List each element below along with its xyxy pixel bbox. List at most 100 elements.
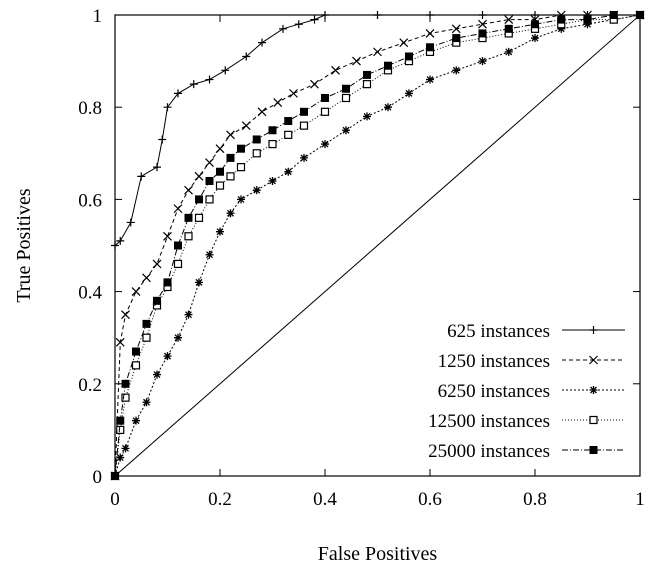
data-point	[399, 38, 409, 48]
data-point	[215, 181, 225, 190]
data-point	[241, 121, 251, 131]
series-6250-instances	[111, 11, 644, 480]
data-point	[583, 15, 592, 24]
y-tick-label: 0.6	[78, 190, 102, 211]
x-axis-label: False Positives	[318, 543, 438, 565]
data-point	[341, 93, 351, 103]
data-point	[342, 126, 350, 135]
data-point	[173, 204, 183, 214]
legend-marker	[589, 326, 598, 334]
data-point	[299, 121, 309, 130]
data-point	[184, 232, 193, 241]
data-point	[352, 56, 361, 66]
data-point	[194, 213, 204, 222]
data-point	[284, 130, 293, 139]
data-point	[321, 93, 329, 102]
x-tick-label: 0.2	[208, 489, 232, 510]
data-point	[174, 89, 182, 98]
data-point	[184, 213, 193, 222]
data-point	[504, 24, 513, 33]
data-point	[126, 218, 135, 227]
data-point	[268, 176, 277, 185]
data-point	[158, 135, 167, 144]
data-point	[362, 80, 372, 89]
y-tick-label: 0.4	[78, 283, 102, 304]
series-layer	[110, 10, 645, 481]
legend-label: 625 instances	[447, 321, 550, 342]
data-point	[153, 163, 161, 172]
series-25000-instances	[111, 11, 644, 480]
data-point	[425, 29, 435, 38]
data-point	[557, 24, 566, 33]
data-point	[163, 103, 172, 112]
data-point	[115, 337, 125, 347]
data-point	[205, 75, 214, 84]
data-point	[373, 47, 382, 57]
data-point	[163, 231, 172, 241]
data-point	[121, 444, 130, 453]
data-point	[451, 24, 461, 34]
data-point	[184, 185, 193, 195]
data-point	[215, 144, 225, 154]
data-point	[363, 112, 371, 121]
data-point	[384, 61, 392, 70]
data-point	[137, 172, 146, 181]
y-tick-label: 0.2	[78, 375, 102, 396]
data-point	[342, 84, 350, 93]
legend-label: 1250 instances	[438, 351, 550, 372]
data-point	[153, 370, 161, 379]
data-point	[405, 89, 413, 98]
data-point	[289, 88, 298, 98]
data-point	[557, 15, 566, 24]
data-point	[189, 80, 198, 89]
data-point	[116, 453, 125, 462]
data-point	[226, 172, 235, 181]
series-line	[114, 14, 640, 477]
legend-marker	[589, 355, 598, 365]
data-point	[478, 19, 487, 29]
data-point	[242, 52, 251, 61]
data-point	[121, 310, 130, 320]
data-point	[531, 34, 539, 43]
x-tick-label: 0.6	[418, 489, 442, 510]
data-point	[284, 167, 293, 176]
data-point	[258, 38, 266, 47]
data-point	[132, 416, 140, 425]
data-point	[504, 47, 513, 56]
data-point	[153, 296, 161, 305]
data-point	[174, 333, 182, 342]
data-point	[252, 186, 261, 195]
data-point	[121, 379, 130, 388]
data-point	[252, 135, 261, 144]
data-point	[478, 29, 487, 38]
data-point	[205, 250, 214, 259]
data-point	[300, 153, 308, 162]
legend-marker	[589, 415, 598, 425]
data-point	[300, 107, 308, 116]
data-point	[320, 107, 330, 116]
data-point	[142, 333, 151, 342]
data-point	[504, 15, 514, 25]
data-point	[226, 209, 235, 218]
data-point	[310, 15, 319, 24]
data-point	[273, 98, 283, 108]
legend-label: 25000 instances	[428, 441, 550, 462]
data-point	[294, 20, 303, 29]
data-point	[426, 75, 434, 84]
series-line	[114, 14, 641, 477]
data-point	[142, 319, 151, 328]
data-point	[426, 43, 434, 52]
data-point	[237, 195, 245, 204]
data-point	[284, 117, 293, 126]
data-point	[279, 24, 287, 33]
data-point	[131, 287, 141, 297]
data-point	[452, 66, 461, 75]
data-point	[452, 34, 461, 43]
data-point	[163, 352, 172, 361]
legend: 625 instances 1250 instances 6250 instance…	[428, 321, 625, 462]
data-point	[195, 195, 203, 204]
x-tick-label: 0	[110, 489, 120, 510]
data-point	[583, 20, 592, 29]
axis-ticks: 0 0.2 0.4 0.6 0.8 1 0 0.2 0.4 0.6 0.8 1	[78, 6, 645, 510]
y-tick-label: 0	[93, 467, 103, 488]
